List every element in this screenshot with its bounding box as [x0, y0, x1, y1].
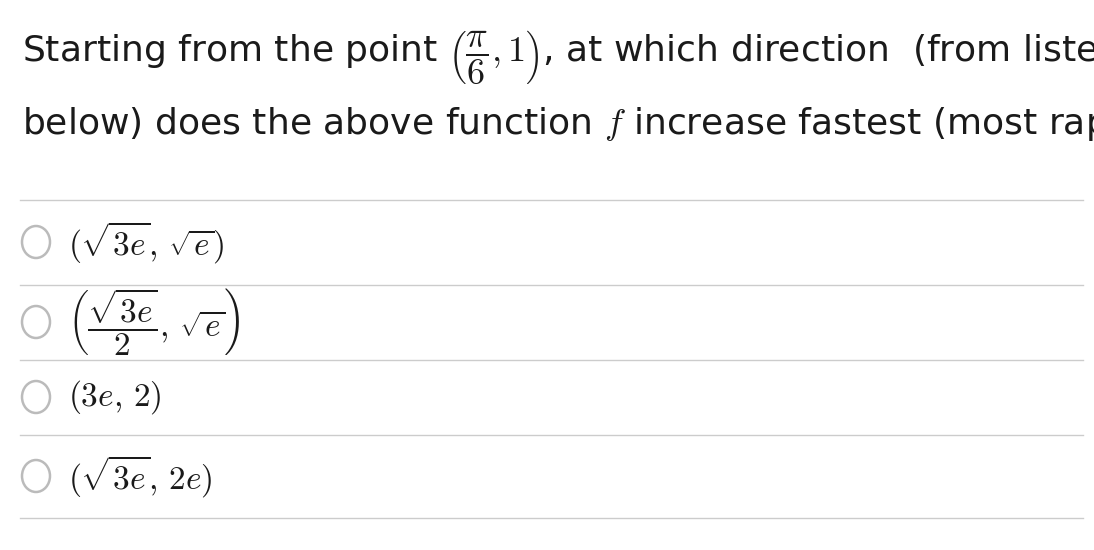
Text: Starting from the point $\left(\dfrac{\pi}{6}, 1\right)$, at which direction  (f: Starting from the point $\left(\dfrac{\p… [22, 28, 1094, 86]
Text: $(\sqrt{3e},\, 2e)$: $(\sqrt{3e},\, 2e)$ [68, 453, 212, 499]
Text: $\left(\dfrac{\sqrt{3e}}{2},\, \sqrt{e}\right)$: $\left(\dfrac{\sqrt{3e}}{2},\, \sqrt{e}\… [68, 287, 241, 358]
Text: $(\sqrt{3e},\, \sqrt{e})$: $(\sqrt{3e},\, \sqrt{e})$ [68, 219, 224, 265]
Text: $(3e,\, 2)$: $(3e,\, 2)$ [68, 378, 162, 416]
Text: below) does the above function $f$ increase fastest (most rapidly)?: below) does the above function $f$ incre… [22, 105, 1094, 143]
